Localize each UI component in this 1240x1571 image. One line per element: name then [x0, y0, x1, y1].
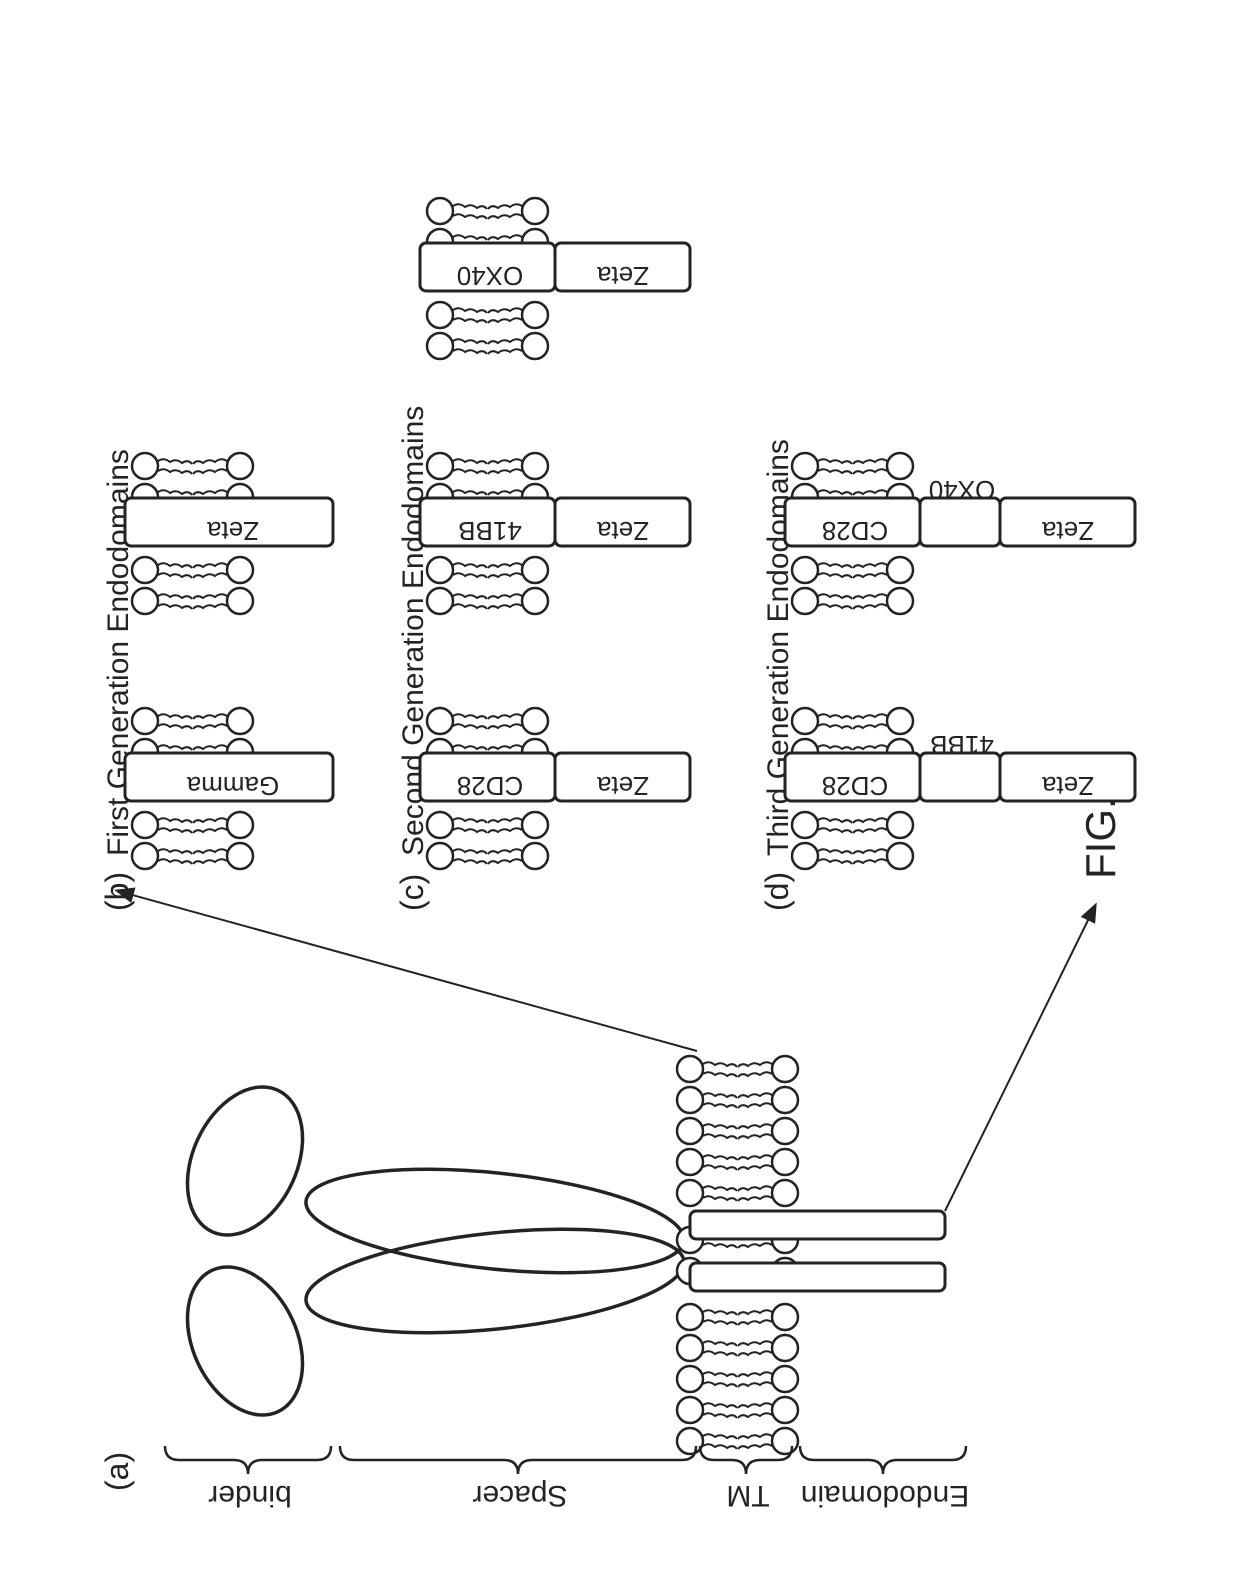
domain-zeta-c3: Zeta	[596, 261, 649, 291]
domain-zeta-c2: Zeta	[596, 516, 649, 546]
arrow-to-generations	[118, 891, 697, 1051]
domain-cd28-c: CD28	[457, 771, 523, 801]
panel-a-label: (a)	[99, 1452, 135, 1491]
label-endodomain: Endodomain	[801, 1479, 969, 1512]
panel-a: (a)	[99, 891, 1095, 1512]
panel-b-label: (b)	[99, 872, 135, 911]
panel-b: (b) First Generation Endodomains Gamma Z…	[99, 449, 333, 911]
panel-d-label: (d)	[759, 872, 795, 911]
domain-zeta-d2: Zeta	[1041, 516, 1094, 546]
figure-svg: (a)	[0, 0, 1240, 1571]
domain-ox40-d: OX40	[929, 475, 996, 505]
domain-41bb-d: 41BB	[930, 730, 994, 760]
domain-gamma: Gamma	[186, 771, 279, 801]
panel-c-label: (c)	[394, 874, 430, 911]
label-tm: TM	[726, 1479, 769, 1512]
domain-cd28-d2: CD28	[822, 516, 888, 546]
label-binder: binder	[208, 1479, 291, 1512]
domain-zeta-b: Zeta	[206, 516, 259, 546]
domain-zeta-c1: Zeta	[596, 771, 649, 801]
rotated-canvas: (a)	[0, 0, 1240, 1571]
domain-zeta-d1: Zeta	[1041, 771, 1094, 801]
arrow-to-fig-label	[945, 906, 1095, 1211]
domain-ox40-c: OX40	[457, 261, 524, 291]
panel-c: (c) Second Generation Endodomains CD28 Z…	[394, 198, 690, 911]
label-spacer: Spacer	[472, 1479, 567, 1512]
domain-41bb-c: 41BB	[458, 516, 522, 546]
figure-page: (a)	[0, 0, 1240, 1571]
domain-cd28-d1: CD28	[822, 771, 888, 801]
